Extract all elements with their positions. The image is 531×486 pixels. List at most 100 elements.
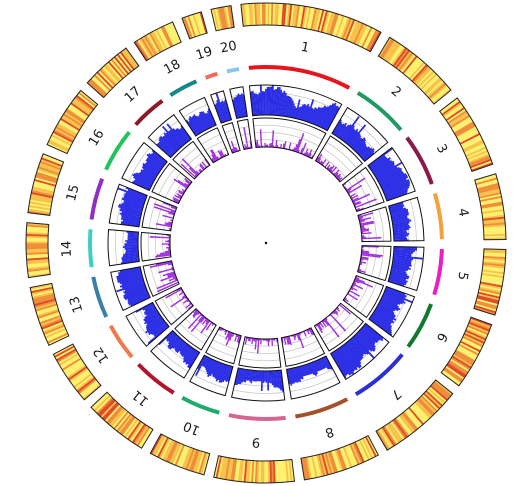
heatmap-bin — [40, 318, 63, 328]
heatmap-bin — [218, 7, 225, 30]
blue-bar — [393, 236, 407, 239]
heatmap-bin — [188, 15, 198, 37]
heatmap-bin — [481, 207, 504, 213]
heatmap-bin — [343, 18, 354, 41]
purple-bar — [200, 320, 211, 334]
purple-bar — [200, 316, 206, 324]
heatmap-bin — [468, 153, 490, 164]
blue-bar — [360, 147, 371, 158]
heatmap-border — [25, 222, 51, 279]
blue-bar — [390, 270, 408, 276]
blue-bar — [371, 157, 391, 172]
track-border — [313, 302, 364, 352]
purple-bar — [252, 338, 255, 341]
purple-bar — [187, 313, 202, 329]
heatmap-bin — [470, 317, 492, 327]
purple-bar — [219, 151, 224, 158]
heatmap-bin — [456, 346, 478, 360]
heatmap-bin — [36, 171, 58, 180]
heatmap-bin — [455, 348, 477, 361]
heatmap-bin — [65, 363, 86, 378]
blue-bar — [294, 367, 300, 382]
blue-bar — [374, 308, 394, 321]
heatmap-bin — [340, 17, 350, 39]
heatmap-bin — [98, 399, 116, 417]
heatmap-bin — [482, 264, 505, 269]
heatmap-bin — [288, 4, 293, 27]
purple-bar — [316, 323, 323, 334]
heatmap-bin — [30, 284, 53, 292]
heatmap-segment-chr13 — [29, 282, 70, 346]
ideogram-chr15 — [89, 178, 105, 220]
heatmap-bin — [416, 398, 434, 417]
purple-bar — [360, 222, 375, 226]
heatmap-bin — [96, 71, 114, 89]
blue-bar — [323, 105, 338, 130]
heatmap-bin — [477, 295, 500, 303]
heatmap-bin — [304, 457, 311, 480]
blue-bar — [148, 153, 165, 167]
heatmap-bin — [158, 27, 171, 48]
heatmap-bin — [126, 420, 142, 440]
blue-bar — [361, 326, 379, 342]
purple-bar — [339, 304, 351, 315]
purple-bar — [304, 148, 309, 156]
blue-bar — [212, 361, 220, 377]
blue-bar — [270, 85, 274, 116]
heatmap-border — [27, 153, 65, 216]
purple-bar — [181, 188, 186, 192]
blue-bar — [357, 144, 367, 155]
heatmap-bin — [450, 357, 471, 371]
heatmap-bin — [239, 459, 244, 482]
heatmap-bin — [360, 438, 372, 460]
blue-bar — [384, 289, 406, 299]
blue-bar — [266, 86, 269, 116]
blue-bar — [355, 333, 373, 352]
heatmap-bin — [483, 257, 506, 262]
heatmap-bin — [442, 369, 462, 385]
purple-bar — [361, 229, 370, 232]
purple-bar — [324, 161, 330, 168]
purple-bar — [360, 256, 369, 259]
heatmap-bin — [69, 367, 89, 382]
heatmap-bin — [35, 303, 58, 312]
heatmap-bin — [150, 433, 163, 455]
blue-bar — [305, 99, 315, 122]
heatmap-border — [213, 455, 296, 484]
heatmap-bin — [283, 460, 287, 483]
blue-bar — [150, 322, 167, 335]
blue-bar — [318, 359, 325, 370]
heatmap-bin — [122, 417, 138, 437]
purple-bar — [349, 193, 356, 198]
blue-bar — [167, 335, 179, 348]
heatmap-bin — [42, 321, 64, 332]
heatmap-bin — [121, 50, 137, 70]
blue-bar — [336, 122, 348, 138]
heatmap-bin — [103, 403, 120, 421]
heatmap-bin — [88, 79, 107, 97]
heatmap-bin — [398, 414, 414, 434]
purple-track-chr14 — [140, 231, 172, 262]
heatmap-bin — [362, 27, 375, 49]
purple-bar — [167, 248, 171, 250]
purple-bar — [209, 149, 218, 161]
heatmap-bin — [408, 61, 425, 80]
heatmap-bin — [460, 134, 482, 147]
heatmap-bin — [457, 345, 478, 358]
heatmap-bin — [65, 109, 85, 124]
heatmap-bin — [29, 201, 52, 207]
heatmap-bin — [481, 209, 504, 215]
blue-bar — [287, 98, 293, 118]
blue-bar — [152, 152, 167, 164]
blue-bar — [392, 223, 409, 228]
purple-track-chr16 — [151, 162, 193, 205]
heatmap-bin — [26, 226, 49, 230]
blue-bar — [345, 342, 362, 362]
heatmap-bin — [120, 416, 136, 436]
heatmap-bin — [443, 368, 463, 383]
heatmap-bin — [163, 24, 176, 46]
blue-bar — [374, 162, 395, 177]
ideogram-chr12 — [108, 324, 134, 359]
blue-bar — [144, 162, 160, 174]
heatmap-bin — [110, 58, 127, 77]
